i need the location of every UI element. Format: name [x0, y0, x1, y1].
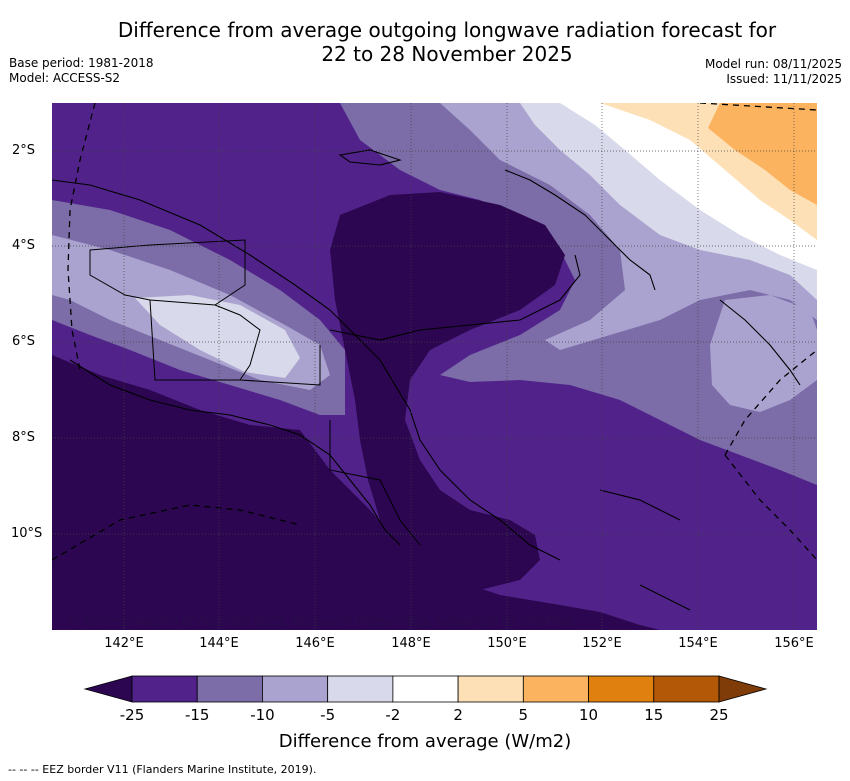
colorbar-under-triangle [83, 675, 133, 703]
lon-label-152e: 152°E [582, 636, 622, 651]
graticule [52, 103, 817, 630]
lon-label-154e: 154°E [678, 636, 718, 651]
lon-label-150e: 150°E [487, 636, 527, 651]
colorbar-box-1 [196, 675, 263, 703]
colorbar-tick-label: 2 [453, 706, 463, 724]
colorbar-tick-label: -25 [119, 706, 145, 724]
eez-borders [52, 103, 817, 561]
eez-legend: -- -- -- EEZ border V11 (Flanders Marine… [8, 763, 317, 776]
lat-label-2s: 2°S [12, 143, 36, 158]
lat-label-4s: 4°S [12, 238, 36, 253]
meta-right: Model run: 08/11/2025 Issued: 11/11/2025 [705, 57, 842, 87]
colorbar-tick-label: -5 [320, 706, 336, 724]
band-below-minus25-southwest [52, 355, 660, 630]
colorbar-boxes [131, 675, 720, 703]
colorbar-box-2 [262, 675, 329, 703]
base-period: Base period: 1981-2018 [9, 56, 154, 70]
lon-label-148e: 148°E [391, 636, 431, 651]
lat-label-6s: 6°S [12, 334, 36, 349]
province-borders [89, 239, 421, 546]
colorbar [83, 675, 768, 703]
colorbar-tick-label: -10 [250, 706, 275, 724]
colorbar-tick-label: 10 [579, 706, 599, 724]
colorbar-tick-label: 5 [518, 706, 529, 724]
colorbar-tick-label: -15 [184, 706, 210, 724]
issued-date: Issued: 11/11/2025 [726, 72, 842, 86]
colorbar-title: Difference from average (W/m2) [278, 731, 572, 752]
lat-label-8s: 8°S [12, 430, 36, 445]
model-run: Model run: 08/11/2025 [704, 57, 842, 71]
band-5-to-10 [708, 103, 817, 205]
colorbar-tick-label: -2 [385, 706, 401, 724]
colorbar-box-0 [131, 675, 198, 703]
lon-label-142e: 142°E [104, 636, 144, 651]
copyright-notice: © Commonwealth of Australia 2025, Bureau… [68, 614, 574, 628]
lon-label-156e: 156°E [774, 636, 814, 651]
colorbar-tick-label: 15 [644, 706, 664, 724]
lon-label-144e: 144°E [199, 636, 239, 651]
map-title-line1: Difference from average outgoing longwav… [117, 18, 777, 42]
model-name: Model: ACCESS-S2 [9, 71, 121, 85]
coastlines [52, 149, 801, 611]
meta-left: Base period: 1981-2018 Model: ACCESS-S2 [9, 56, 154, 86]
map-title: Difference from average outgoing longwav… [0, 18, 850, 66]
map-title-line2: 22 to 28 November 2025 [321, 42, 573, 66]
colorbar-box-5 [457, 675, 524, 703]
band-minus2-to-minus5-west [135, 295, 300, 378]
band-below-minus25-central [330, 192, 565, 590]
colorbar-box-6 [522, 675, 589, 703]
lon-label-146e: 146°E [295, 636, 335, 651]
contour-field [52, 103, 817, 630]
band-minus5-to-minus10-island [710, 295, 817, 412]
lat-label-10s: 10°S [11, 526, 43, 541]
colorbar-box-4 [392, 675, 459, 703]
colorbar-box-7 [588, 675, 655, 703]
colorbar-tick-label: 25 [709, 706, 729, 724]
colorbar-box-3 [327, 675, 394, 703]
colorbar-over-triangle [718, 675, 768, 703]
colorbar-box-8 [653, 675, 720, 703]
